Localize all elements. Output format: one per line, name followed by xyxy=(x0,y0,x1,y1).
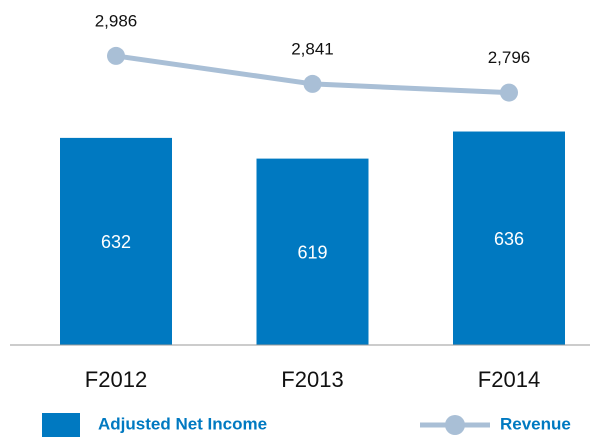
legend-label: Revenue xyxy=(500,414,571,433)
bar xyxy=(453,131,565,345)
legend-label: Adjusted Net Income xyxy=(98,414,267,433)
line-point xyxy=(107,46,125,65)
bar-value-label: 619 xyxy=(297,243,327,263)
legend-swatch xyxy=(42,413,80,437)
x-tick-label: F2014 xyxy=(478,367,540,392)
x-tick-label: F2012 xyxy=(85,367,147,392)
x-tick-label: F2013 xyxy=(281,367,343,392)
bar xyxy=(256,158,369,345)
line-value-label: 2,986 xyxy=(95,11,138,30)
legend-swatch xyxy=(445,415,465,435)
line-value-label: 2,796 xyxy=(488,48,531,67)
bar-value-label: 632 xyxy=(101,232,131,252)
line-value-label: 2,841 xyxy=(291,39,334,58)
line-point xyxy=(303,74,322,93)
bar-value-label: 636 xyxy=(494,229,524,249)
line-point xyxy=(500,83,518,102)
bar xyxy=(60,137,172,345)
